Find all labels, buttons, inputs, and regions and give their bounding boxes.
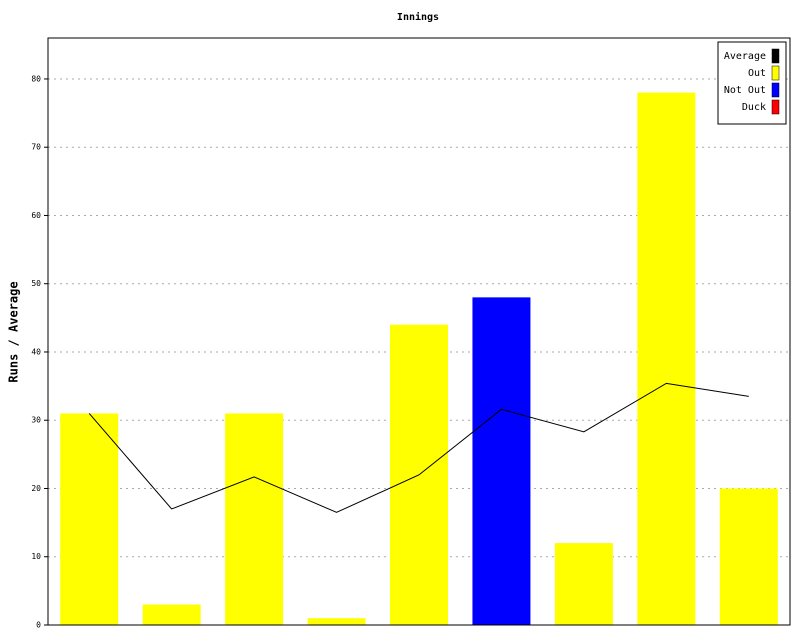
y-tick-label: 20 (31, 484, 41, 493)
y-axis-label: Runs / Average (7, 281, 21, 382)
y-tick-label: 60 (31, 211, 41, 220)
average-line (88, 382, 749, 513)
y-tick-label: 80 (31, 74, 41, 83)
y-tick-label: 30 (31, 416, 41, 425)
y-tick-label: 50 (31, 279, 41, 288)
bar (472, 297, 531, 625)
y-tick-label: 70 (31, 143, 41, 152)
chart-title: Innings (397, 11, 439, 23)
bar (60, 413, 119, 625)
legend-swatch (771, 48, 780, 64)
legend-label: Out (748, 68, 766, 79)
y-tick-label: 0 (36, 621, 41, 630)
bar (142, 604, 201, 625)
legend-swatch (771, 99, 780, 115)
bar (637, 92, 696, 625)
bar (307, 618, 366, 625)
bar (554, 543, 613, 625)
y-tick-label: 10 (31, 552, 41, 561)
plot-frame (47, 37, 791, 626)
bar (719, 488, 778, 625)
legend-label: Average (724, 51, 766, 62)
legend-swatch (771, 65, 780, 81)
bar (225, 413, 284, 625)
legend-label: Duck (742, 102, 766, 113)
legend-label: Not Out (724, 85, 766, 96)
y-tick-label: 40 (31, 347, 41, 356)
legend-swatch (771, 82, 780, 98)
